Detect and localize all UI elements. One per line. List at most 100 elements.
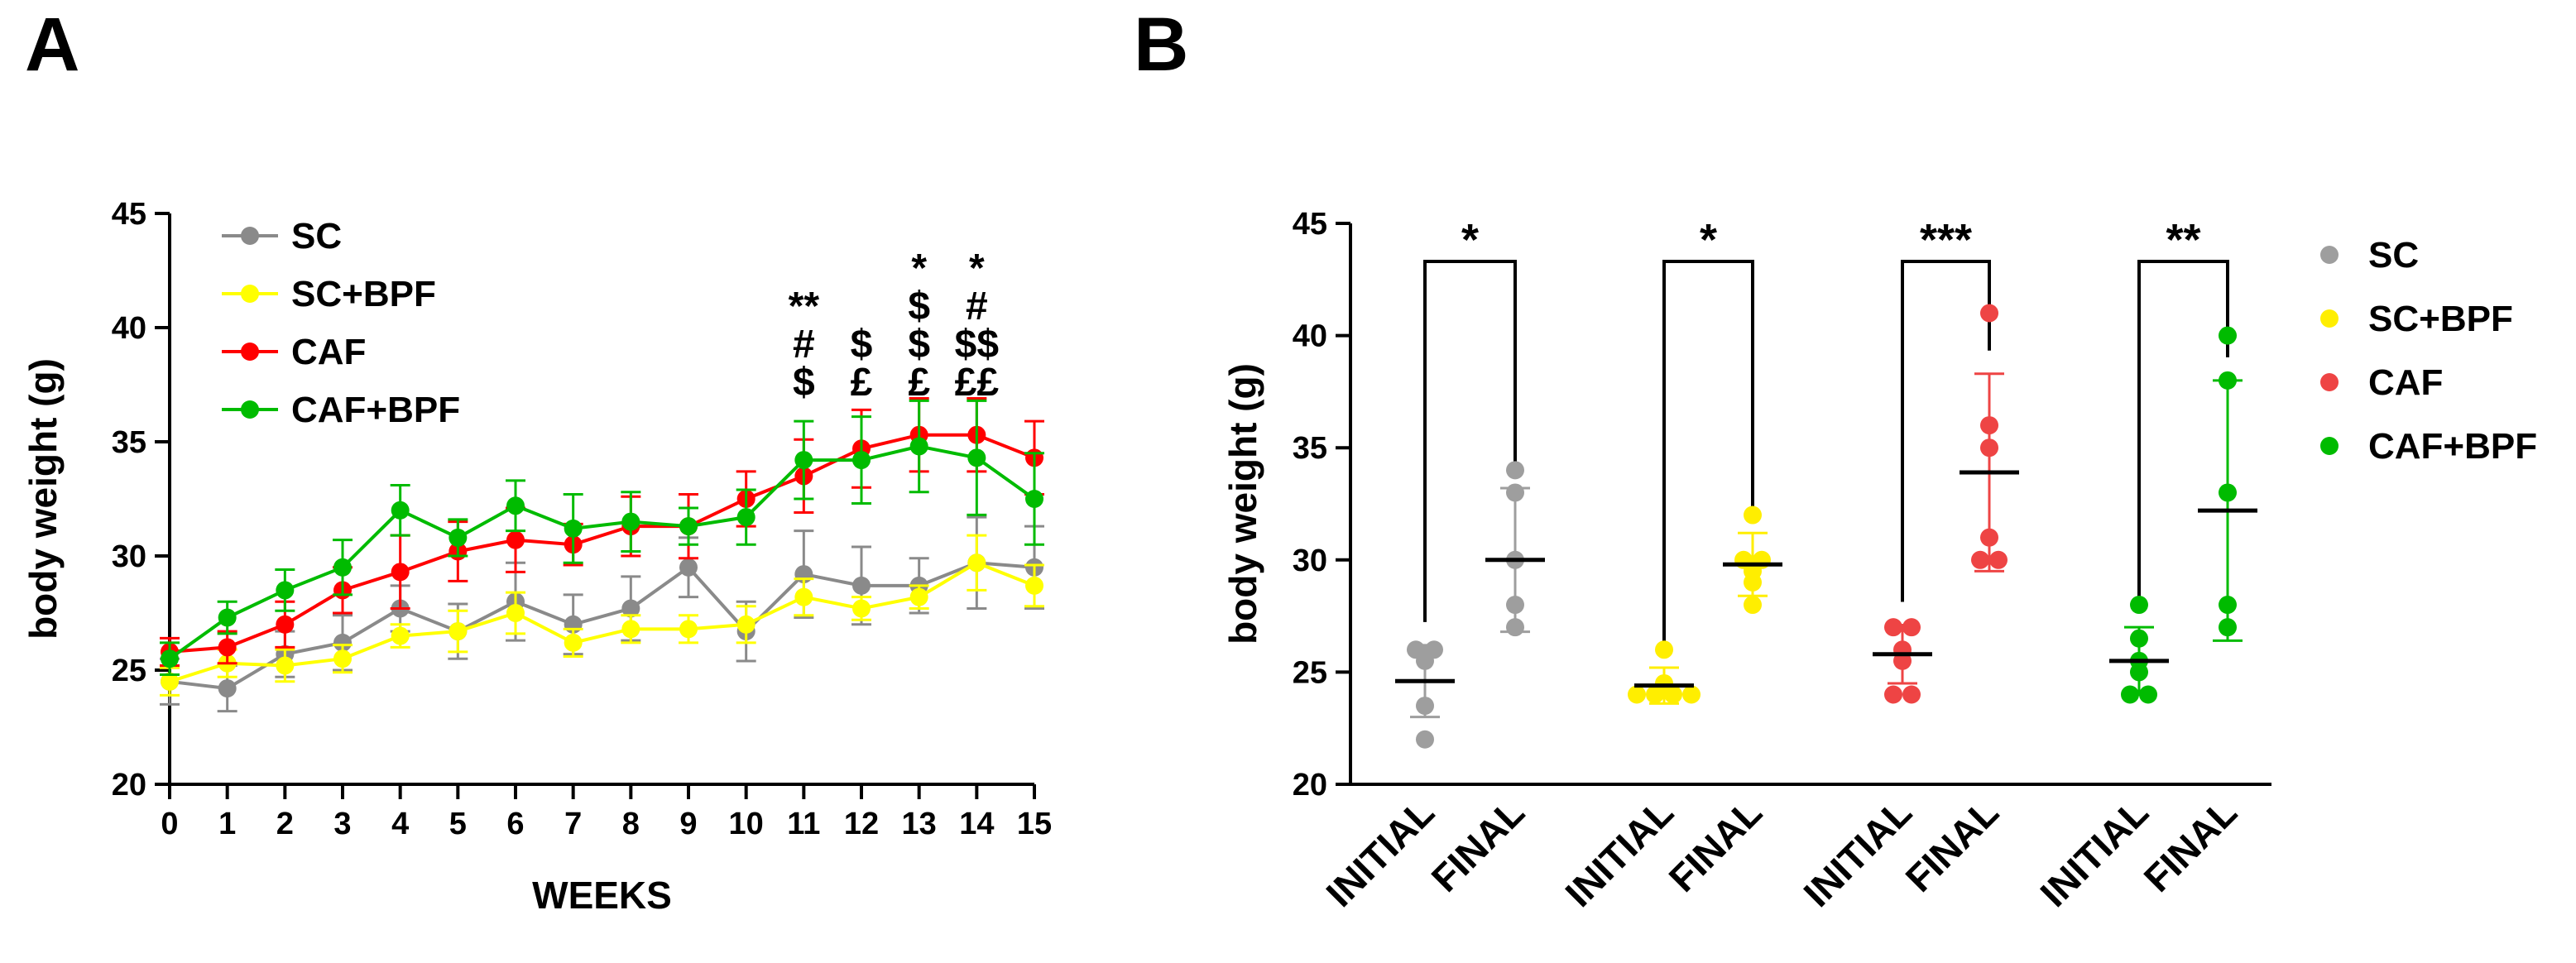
a-x-tick-label: 10 (729, 807, 764, 841)
a-annotation-line: $ (851, 323, 873, 367)
a-data-point (391, 501, 410, 520)
a-annotation-line: $ (908, 323, 930, 367)
a-annotation-line: $ (793, 361, 815, 405)
b-data-point (1989, 550, 2008, 569)
a-x-tick-label: 8 (622, 807, 640, 841)
a-x-tick-label: 0 (161, 807, 178, 841)
a-x-tick-label: 14 (959, 807, 994, 841)
a-y-tick-label: 30 (112, 539, 146, 574)
b-group-sc-bpf (1628, 505, 1782, 705)
a-annotation-line: * (969, 247, 985, 290)
a-y-tick-label: 20 (112, 768, 146, 802)
a-data-point (967, 448, 986, 467)
b-y-tick-label: 35 (1293, 431, 1327, 466)
a-annotation-line: # (793, 323, 815, 367)
a-data-point (276, 656, 295, 675)
b-x-tick-label: FINAL (1897, 790, 2008, 900)
a-data-point (679, 517, 698, 536)
a-series-line (168, 444, 1036, 660)
a-x-tick-label: 3 (333, 807, 351, 841)
a-data-point (909, 587, 928, 606)
b-data-point (1884, 618, 1902, 637)
a-data-point (852, 599, 871, 618)
a-series-caf-bpf (160, 399, 1044, 677)
a-annotation-line: ££ (955, 361, 1000, 405)
a-annotation-line: * (911, 247, 927, 290)
b-significance-bracket (1662, 260, 1754, 644)
a-x-tick-label: 13 (902, 807, 937, 841)
b-group-caf-bpf (2109, 326, 2257, 704)
b-data-point (1744, 505, 1762, 525)
b-y-tick-label: 40 (1293, 319, 1327, 354)
b-data-point (1884, 685, 1902, 704)
a-x-tick-label: 2 (276, 807, 294, 841)
a-x-tick-label: 11 (787, 807, 820, 841)
a-x-tick-label: 15 (1017, 807, 1052, 841)
b-x-tick-label: FINAL (2136, 790, 2246, 900)
a-legend-marker (241, 285, 259, 303)
b-y-tick-label: 25 (1293, 655, 1327, 690)
b-y-axis-title: body weight (g) (1221, 363, 1264, 644)
b-data-point (1425, 640, 1443, 659)
b-x-tick-label: INITIAL (1795, 790, 1920, 915)
a-data-point (506, 496, 525, 515)
a-series-sc-bpf (160, 534, 1044, 697)
a-data-point (391, 626, 410, 645)
a-data-point (852, 576, 871, 595)
b-data-point (1744, 596, 1762, 615)
b-significance-label: * (1700, 215, 1717, 265)
b-y-tick-label: 45 (1293, 207, 1327, 242)
a-data-point (506, 530, 525, 549)
a-data-point (449, 528, 468, 547)
a-data-point (333, 649, 352, 668)
b-data-point (1682, 685, 1701, 704)
b-legend-label: CAF (2368, 362, 2443, 403)
a-y-tick-label: 25 (112, 654, 146, 688)
a-data-point (276, 581, 295, 600)
a-data-point (794, 451, 813, 470)
a-data-point (218, 638, 237, 657)
b-data-point (1980, 304, 1998, 323)
b-significance-label: ** (2166, 215, 2200, 265)
a-data-point (736, 508, 756, 527)
a-x-tick-label: 7 (564, 807, 582, 841)
a-y-tick-label: 40 (112, 311, 146, 346)
a-data-point (679, 558, 698, 577)
a-data-point (621, 512, 640, 531)
a-annotation-line: £ (908, 361, 930, 405)
a-data-point (679, 620, 698, 639)
b-significance-label: *** (1920, 215, 1972, 265)
a-y-tick-label: 35 (112, 425, 146, 460)
a-series-line (169, 433, 1035, 654)
a-data-point (449, 622, 468, 641)
a-data-point (161, 672, 179, 691)
b-y-tick-label: 30 (1293, 544, 1327, 578)
b-significance-bracket (1423, 260, 1517, 622)
b-significance-bracket (2137, 260, 2229, 605)
b-legend-marker (2320, 373, 2339, 391)
b-x-tick-label: INITIAL (2032, 790, 2156, 915)
a-x-axis-title: WEEKS (532, 874, 672, 917)
b-data-point (1655, 640, 1673, 659)
b-x-tick-label: INITIAL (1317, 790, 1442, 915)
a-x-tick-label: 12 (844, 807, 879, 841)
b-legend-label: SC (2368, 235, 2419, 275)
a-series-line (169, 561, 1035, 691)
a-data-point (391, 563, 410, 582)
b-data-point (2130, 596, 2148, 615)
b-data-point (2219, 326, 2237, 345)
a-data-point (161, 649, 179, 668)
a-series-line (169, 561, 1035, 683)
b-data-point (1628, 685, 1646, 704)
b-legend-label: CAF+BPF (2368, 426, 2537, 467)
b-legend-marker (2320, 246, 2339, 264)
a-x-tick-label: 9 (679, 807, 697, 841)
b-x-tick-label: FINAL (1661, 790, 1771, 900)
a-data-point (909, 437, 928, 456)
b-data-point (1902, 685, 1921, 704)
a-x-tick-label: 4 (391, 807, 409, 841)
panel-a-letter: A (25, 2, 79, 87)
a-data-point (333, 558, 352, 577)
